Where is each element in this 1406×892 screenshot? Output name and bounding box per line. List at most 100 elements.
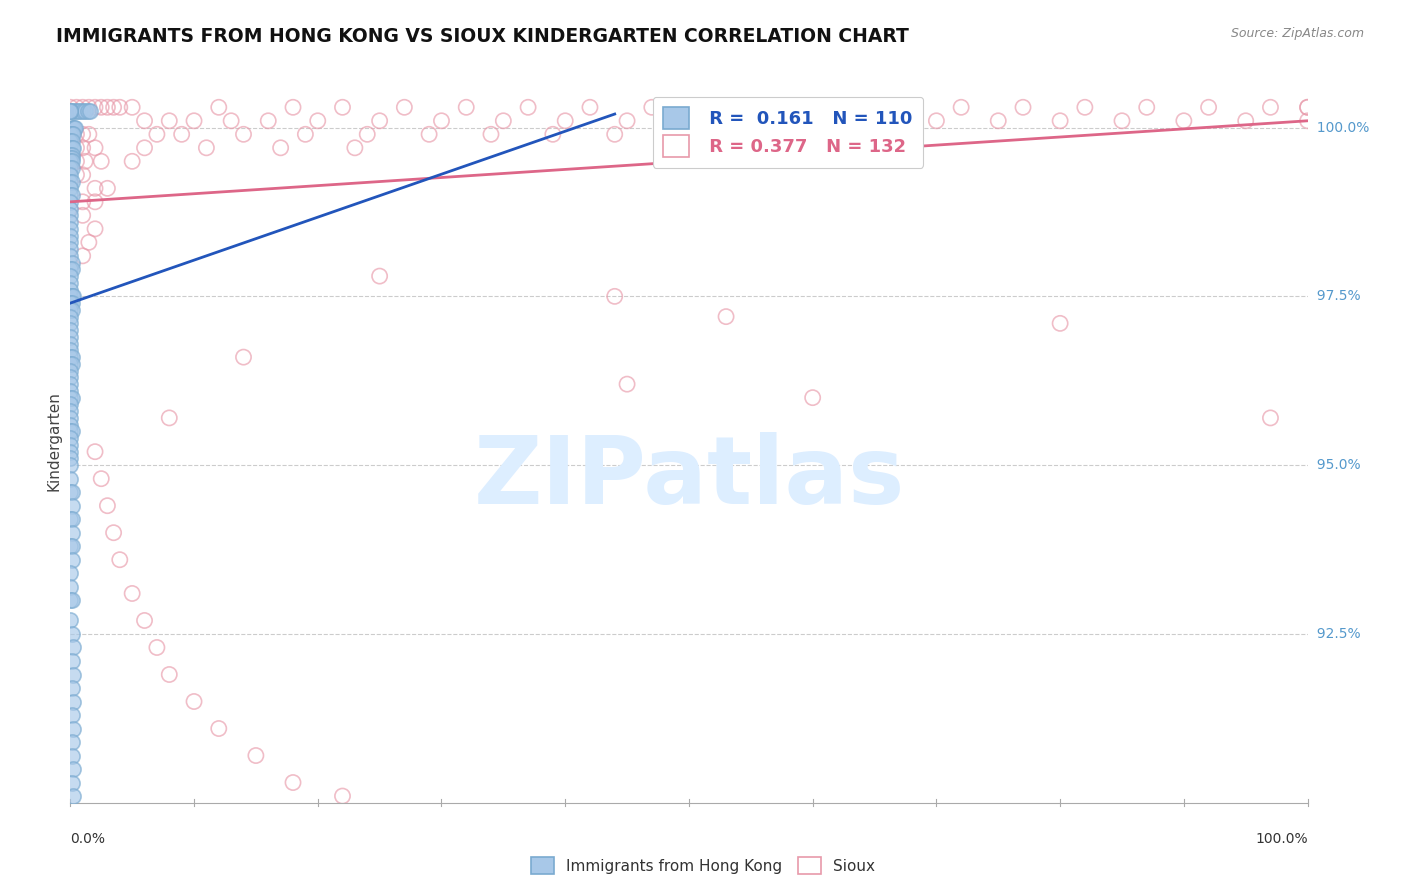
Point: [62, 722, 84, 736]
Point: [554, 113, 576, 128]
Point: [60, 147, 83, 161]
Point: [84, 194, 107, 209]
Point: [59, 512, 82, 526]
Point: [59, 181, 82, 195]
Point: [59, 100, 82, 114]
Point: [59, 269, 82, 284]
Point: [103, 100, 125, 114]
Point: [60, 552, 83, 566]
Text: 95.0%: 95.0%: [1308, 458, 1360, 472]
Text: 100.0%: 100.0%: [1308, 120, 1369, 135]
Point: [1049, 317, 1071, 331]
Point: [641, 100, 664, 114]
Point: [72, 128, 94, 142]
Y-axis label: Kindergarten: Kindergarten: [46, 392, 62, 491]
Point: [60, 255, 83, 269]
Point: [59, 188, 82, 202]
Point: [59, 154, 82, 169]
Point: [294, 128, 316, 142]
Point: [183, 113, 205, 128]
Point: [121, 586, 143, 600]
Point: [121, 154, 143, 169]
Point: [60, 289, 83, 303]
Point: [492, 113, 515, 128]
Point: [62, 141, 84, 155]
Point: [616, 113, 638, 128]
Point: [59, 417, 82, 432]
Point: [60, 775, 83, 789]
Point: [84, 222, 107, 236]
Point: [1296, 100, 1319, 114]
Point: [208, 100, 231, 114]
Point: [59, 103, 82, 118]
Point: [65, 128, 87, 142]
Point: [332, 789, 354, 803]
Point: [60, 188, 83, 202]
Point: [90, 154, 112, 169]
Point: [1012, 100, 1035, 114]
Point: [60, 391, 83, 405]
Point: [108, 100, 131, 114]
Point: [60, 154, 83, 169]
Point: [62, 762, 84, 776]
Point: [281, 100, 304, 114]
Point: [72, 100, 94, 114]
Point: [59, 194, 82, 209]
Point: [60, 539, 83, 553]
Point: [1173, 113, 1195, 128]
Point: [801, 391, 824, 405]
Point: [60, 525, 83, 540]
Point: [134, 141, 156, 155]
Point: [60, 120, 83, 135]
Point: [307, 113, 329, 128]
Point: [281, 775, 304, 789]
Point: [368, 113, 391, 128]
Point: [59, 404, 82, 418]
Point: [62, 789, 84, 803]
Point: [479, 128, 502, 142]
Legend:  R =  0.161   N = 110,  R = 0.377   N = 132: R = 0.161 N = 110, R = 0.377 N = 132: [652, 96, 924, 168]
Point: [1111, 113, 1133, 128]
Point: [456, 100, 478, 114]
Point: [59, 128, 82, 142]
Point: [60, 350, 83, 364]
Point: [59, 134, 82, 148]
Point: [96, 100, 118, 114]
Point: [59, 472, 82, 486]
Point: [1260, 100, 1282, 114]
Point: [678, 113, 700, 128]
Point: [59, 208, 82, 222]
Point: [65, 154, 87, 169]
Point: [157, 113, 180, 128]
Point: [77, 235, 100, 250]
Point: [84, 181, 107, 195]
Point: [59, 310, 82, 324]
Point: [90, 100, 112, 114]
Point: [146, 640, 169, 655]
Point: [59, 330, 82, 344]
Point: [59, 317, 82, 331]
Point: [72, 194, 94, 209]
Point: [59, 364, 82, 378]
Point: [59, 283, 82, 297]
Point: [195, 141, 218, 155]
Point: [59, 438, 82, 452]
Point: [79, 103, 101, 118]
Point: [60, 627, 83, 641]
Point: [72, 103, 94, 118]
Point: [270, 141, 292, 155]
Point: [714, 310, 737, 324]
Point: [59, 296, 82, 310]
Point: [62, 103, 84, 118]
Point: [59, 425, 82, 439]
Point: [616, 377, 638, 392]
Point: [90, 472, 112, 486]
Point: [1296, 100, 1319, 114]
Point: [84, 100, 107, 114]
Point: [84, 141, 107, 155]
Point: [232, 128, 254, 142]
Point: [59, 593, 82, 607]
Point: [65, 120, 87, 135]
Point: [59, 370, 82, 384]
Point: [59, 614, 82, 628]
